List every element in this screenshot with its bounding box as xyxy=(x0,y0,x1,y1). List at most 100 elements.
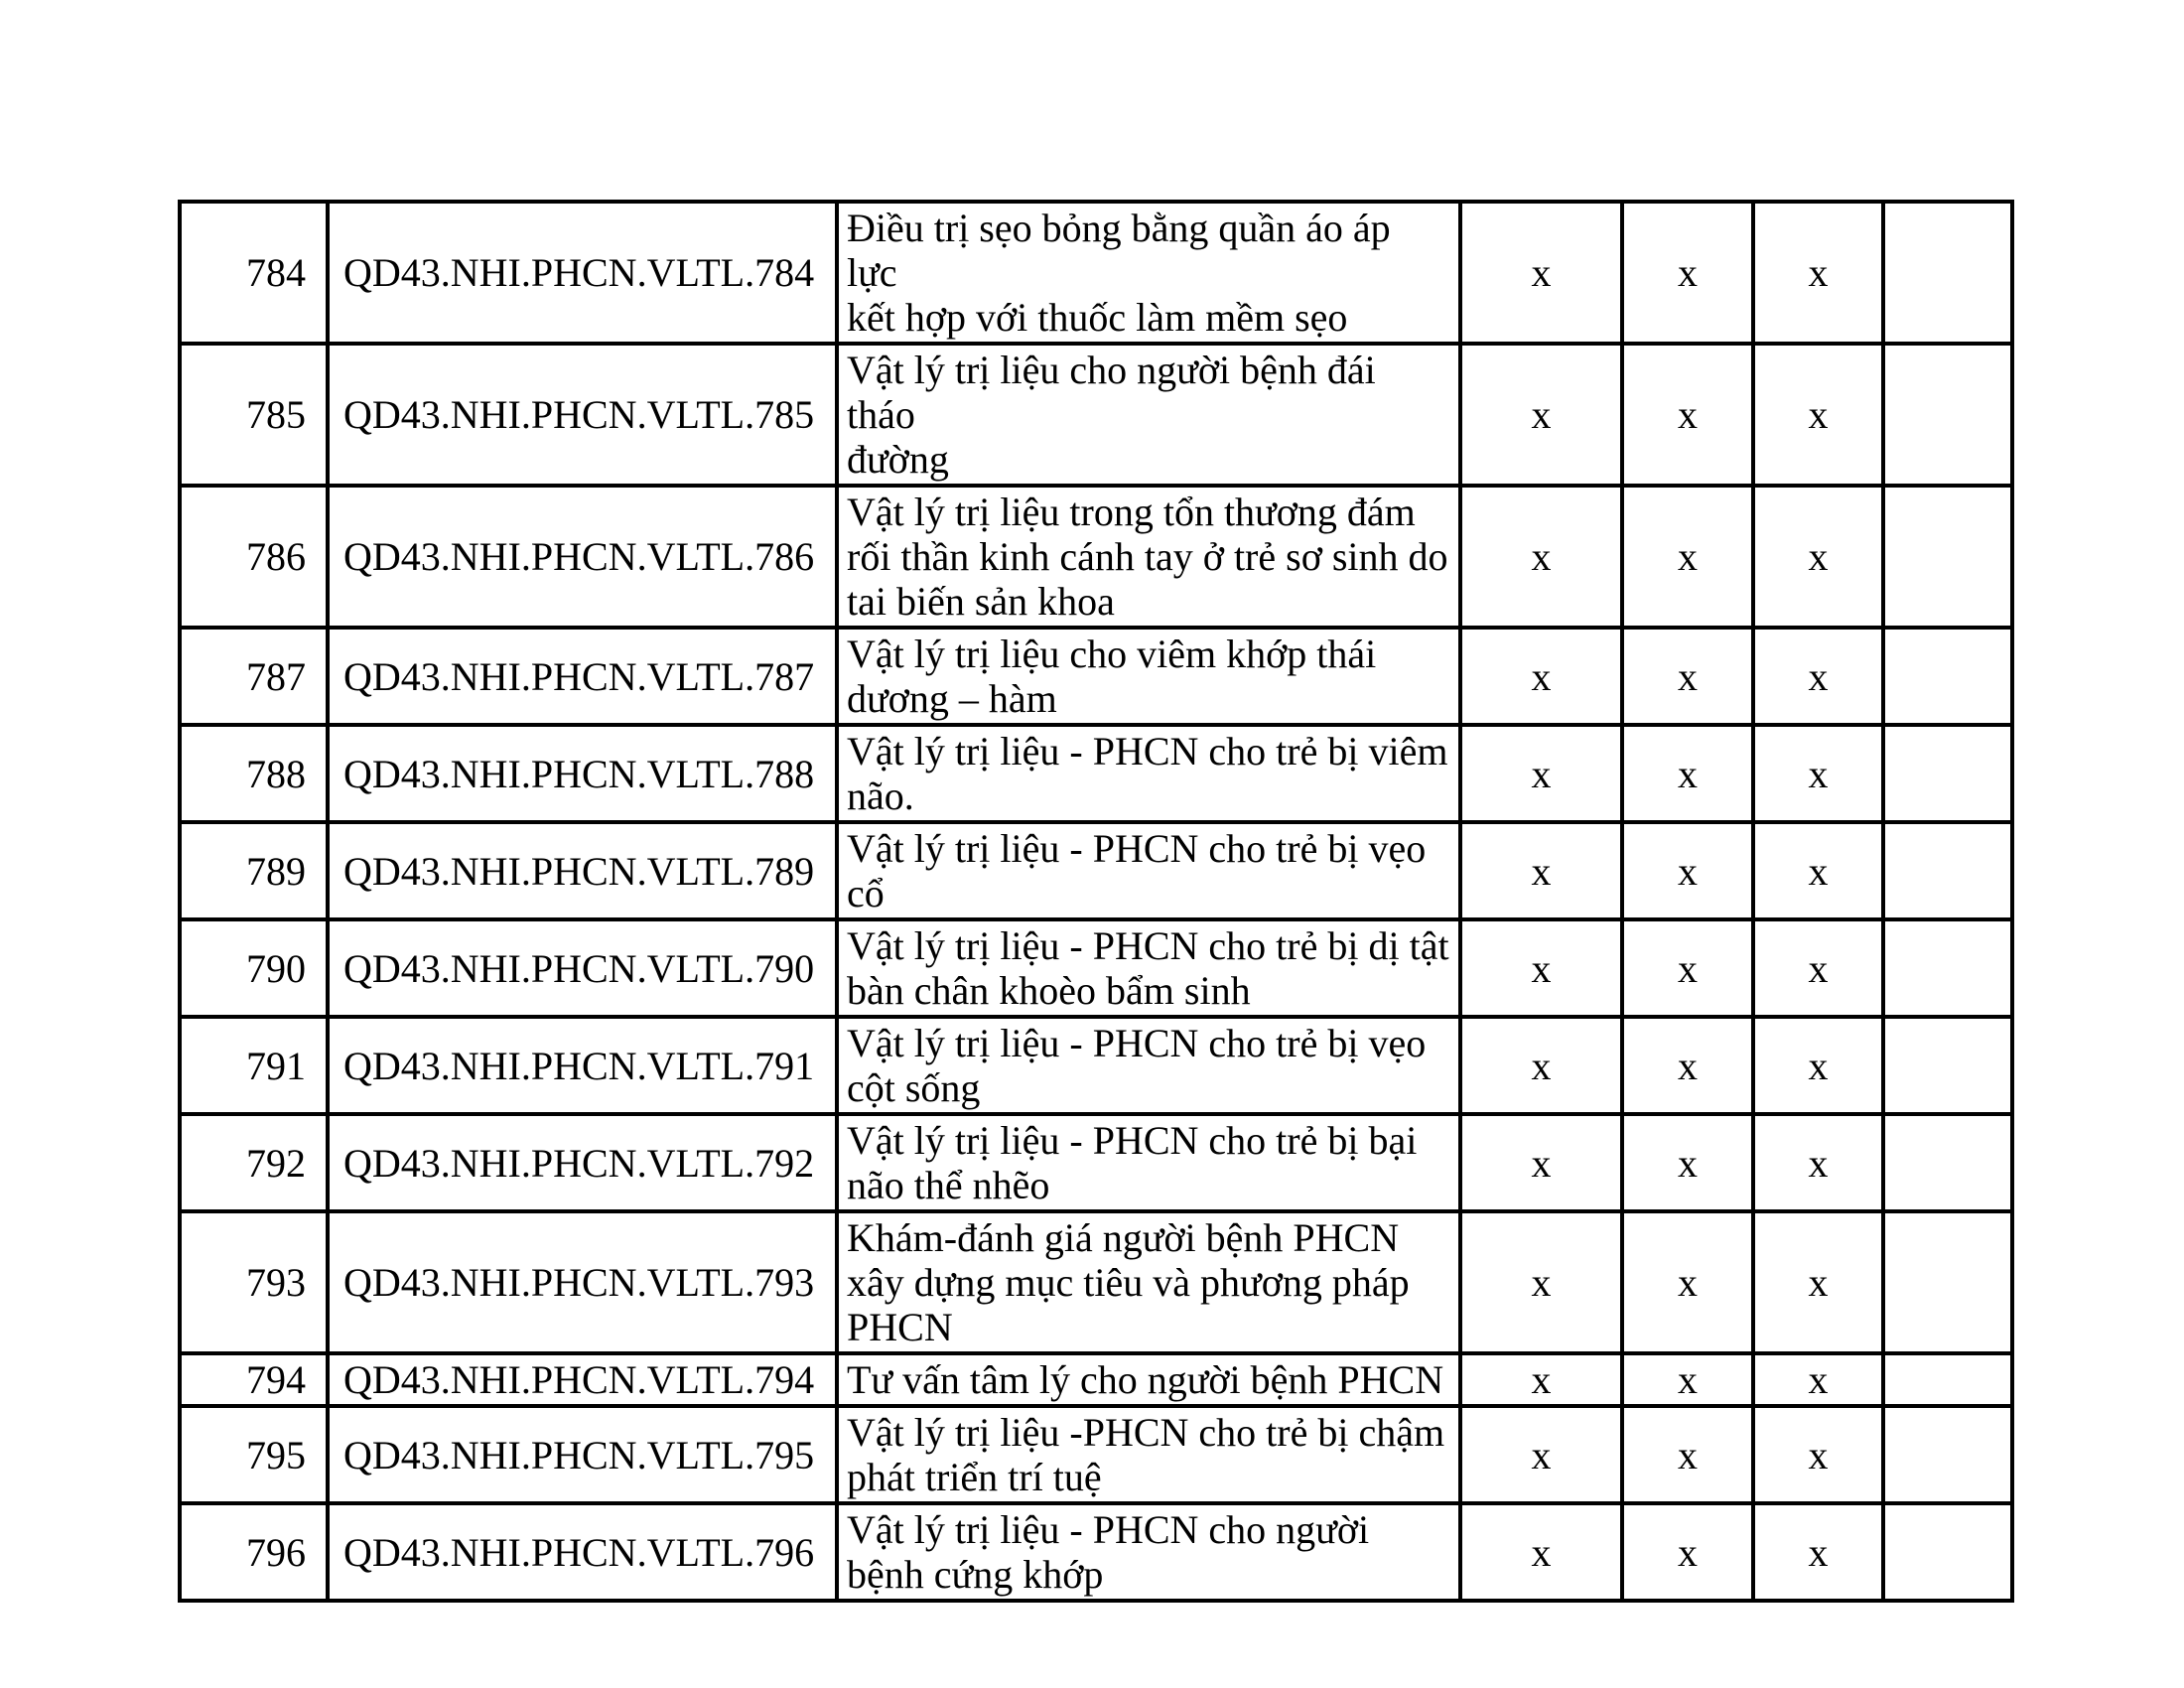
procedure-name-cell: Tư vấn tâm lý cho người bệnh PHCN xyxy=(835,1351,1462,1408)
procedure-name-cell: Vật lý trị liệu - PHCN cho người bệnh cứ… xyxy=(835,1501,1462,1603)
mark-cell-1: x xyxy=(1458,342,1624,488)
mark-cell-2: x xyxy=(1620,1501,1755,1603)
mark-cell-4 xyxy=(1881,484,2014,630)
row-number-cell: 792 xyxy=(178,1112,330,1213)
mark-cell-2: x xyxy=(1620,1112,1755,1213)
mark-cell-2: x xyxy=(1620,626,1755,727)
procedure-code-cell: QD43.NHI.PHCN.VLTL.787 xyxy=(326,626,839,727)
table-row: 789 QD43.NHI.PHCN.VLTL.789 Vật lý trị liệu… xyxy=(178,820,2014,921)
row-number-cell: 787 xyxy=(178,626,330,727)
mark-cell-4 xyxy=(1881,626,2014,727)
mark-cell-2: x xyxy=(1620,1015,1755,1116)
mark-cell-3: x xyxy=(1751,723,1885,824)
row-number-cell: 784 xyxy=(178,200,330,346)
mark-cell-4 xyxy=(1881,1501,2014,1603)
mark-cell-4 xyxy=(1881,200,2014,346)
table-row: 791 QD43.NHI.PHCN.VLTL.791 Vật lý trị liệu… xyxy=(178,1015,2014,1116)
mark-cell-1: x xyxy=(1458,917,1624,1019)
mark-cell-1: x xyxy=(1458,723,1624,824)
procedure-name-cell: Điều trị sẹo bỏng bằng quần áo áp lực kế… xyxy=(835,200,1462,346)
table-row: 790 QD43.NHI.PHCN.VLTL.790 Vật lý trị liệu… xyxy=(178,917,2014,1019)
row-number-cell: 791 xyxy=(178,1015,330,1116)
mark-cell-1: x xyxy=(1458,1404,1624,1505)
procedure-table-body: 784 QD43.NHI.PHCN.VLTL.784 Điều trị sẹo bỏ… xyxy=(178,200,2014,1603)
procedure-name-cell: Vật lý trị liệu - PHCN cho trẻ bị dị tật… xyxy=(835,917,1462,1019)
procedure-code-cell: QD43.NHI.PHCN.VLTL.792 xyxy=(326,1112,839,1213)
table-row: 784 QD43.NHI.PHCN.VLTL.784 Điều trị sẹo bỏ… xyxy=(178,200,2014,346)
procedure-table: 784 QD43.NHI.PHCN.VLTL.784 Điều trị sẹo bỏ… xyxy=(178,200,2014,1603)
mark-cell-3: x xyxy=(1751,820,1885,921)
mark-cell-4 xyxy=(1881,723,2014,824)
mark-cell-4 xyxy=(1881,820,2014,921)
procedure-code-cell: QD43.NHI.PHCN.VLTL.784 xyxy=(326,200,839,346)
mark-cell-3: x xyxy=(1751,1404,1885,1505)
mark-cell-1: x xyxy=(1458,1112,1624,1213)
procedure-code-cell: QD43.NHI.PHCN.VLTL.786 xyxy=(326,484,839,630)
procedure-name-cell: Vật lý trị liệu cho viêm khớp thái dương… xyxy=(835,626,1462,727)
mark-cell-1: x xyxy=(1458,1501,1624,1603)
row-number-cell: 789 xyxy=(178,820,330,921)
mark-cell-4 xyxy=(1881,1351,2014,1408)
procedure-name-cell: Vật lý trị liệu - PHCN cho trẻ bị vẹo cộ… xyxy=(835,1015,1462,1116)
mark-cell-3: x xyxy=(1751,626,1885,727)
mark-cell-1: x xyxy=(1458,1209,1624,1355)
mark-cell-3: x xyxy=(1751,917,1885,1019)
row-number-cell: 796 xyxy=(178,1501,330,1603)
mark-cell-1: x xyxy=(1458,1015,1624,1116)
mark-cell-4 xyxy=(1881,342,2014,488)
mark-cell-3: x xyxy=(1751,1351,1885,1408)
row-number-cell: 794 xyxy=(178,1351,330,1408)
row-number-cell: 793 xyxy=(178,1209,330,1355)
table-row: 793 QD43.NHI.PHCN.VLTL.793 Khám-đánh giá n… xyxy=(178,1209,2014,1355)
procedure-code-cell: QD43.NHI.PHCN.VLTL.788 xyxy=(326,723,839,824)
table-row: 792 QD43.NHI.PHCN.VLTL.792 Vật lý trị liệu… xyxy=(178,1112,2014,1213)
mark-cell-2: x xyxy=(1620,1351,1755,1408)
procedure-name-cell: Vật lý trị liệu trong tổn thương đám rối… xyxy=(835,484,1462,630)
mark-cell-4 xyxy=(1881,1015,2014,1116)
mark-cell-2: x xyxy=(1620,200,1755,346)
procedure-name-cell: Vật lý trị liệu - PHCN cho trẻ bị bại nã… xyxy=(835,1112,1462,1213)
mark-cell-4 xyxy=(1881,1112,2014,1213)
mark-cell-3: x xyxy=(1751,1015,1885,1116)
row-number-cell: 795 xyxy=(178,1404,330,1505)
mark-cell-2: x xyxy=(1620,484,1755,630)
mark-cell-4 xyxy=(1881,917,2014,1019)
mark-cell-4 xyxy=(1881,1209,2014,1355)
procedure-name-cell: Vật lý trị liệu -PHCN cho trẻ bị chậm ph… xyxy=(835,1404,1462,1505)
mark-cell-1: x xyxy=(1458,820,1624,921)
mark-cell-1: x xyxy=(1458,200,1624,346)
mark-cell-1: x xyxy=(1458,1351,1624,1408)
table-row: 787 QD43.NHI.PHCN.VLTL.787 Vật lý trị liệu… xyxy=(178,626,2014,727)
mark-cell-1: x xyxy=(1458,484,1624,630)
mark-cell-3: x xyxy=(1751,1501,1885,1603)
procedure-code-cell: QD43.NHI.PHCN.VLTL.793 xyxy=(326,1209,839,1355)
mark-cell-2: x xyxy=(1620,723,1755,824)
procedure-name-cell: Vật lý trị liệu cho người bệnh đái tháo … xyxy=(835,342,1462,488)
row-number-cell: 790 xyxy=(178,917,330,1019)
table-row: 785 QD43.NHI.PHCN.VLTL.785 Vật lý trị liệu… xyxy=(178,342,2014,488)
procedure-code-cell: QD43.NHI.PHCN.VLTL.789 xyxy=(326,820,839,921)
procedure-code-cell: QD43.NHI.PHCN.VLTL.795 xyxy=(326,1404,839,1505)
table-row: 786 QD43.NHI.PHCN.VLTL.786 Vật lý trị liệu… xyxy=(178,484,2014,630)
procedure-code-cell: QD43.NHI.PHCN.VLTL.785 xyxy=(326,342,839,488)
procedure-name-cell: Khám-đánh giá người bệnh PHCN xây dựng m… xyxy=(835,1209,1462,1355)
row-number-cell: 788 xyxy=(178,723,330,824)
table-row: 796 QD43.NHI.PHCN.VLTL.796 Vật lý trị liệu… xyxy=(178,1501,2014,1603)
mark-cell-3: x xyxy=(1751,1112,1885,1213)
mark-cell-2: x xyxy=(1620,1209,1755,1355)
row-number-cell: 786 xyxy=(178,484,330,630)
table-row: 788 QD43.NHI.PHCN.VLTL.788 Vật lý trị liệu… xyxy=(178,723,2014,824)
procedure-name-cell: Vật lý trị liệu - PHCN cho trẻ bị viêm n… xyxy=(835,723,1462,824)
mark-cell-3: x xyxy=(1751,200,1885,346)
mark-cell-4 xyxy=(1881,1404,2014,1505)
table-row: 795 QD43.NHI.PHCN.VLTL.795 Vật lý trị liệu… xyxy=(178,1404,2014,1505)
procedure-code-cell: QD43.NHI.PHCN.VLTL.790 xyxy=(326,917,839,1019)
procedure-code-cell: QD43.NHI.PHCN.VLTL.796 xyxy=(326,1501,839,1603)
mark-cell-3: x xyxy=(1751,484,1885,630)
mark-cell-2: x xyxy=(1620,917,1755,1019)
mark-cell-2: x xyxy=(1620,342,1755,488)
mark-cell-3: x xyxy=(1751,1209,1885,1355)
procedure-code-cell: QD43.NHI.PHCN.VLTL.791 xyxy=(326,1015,839,1116)
procedure-name-cell: Vật lý trị liệu - PHCN cho trẻ bị vẹo cổ xyxy=(835,820,1462,921)
